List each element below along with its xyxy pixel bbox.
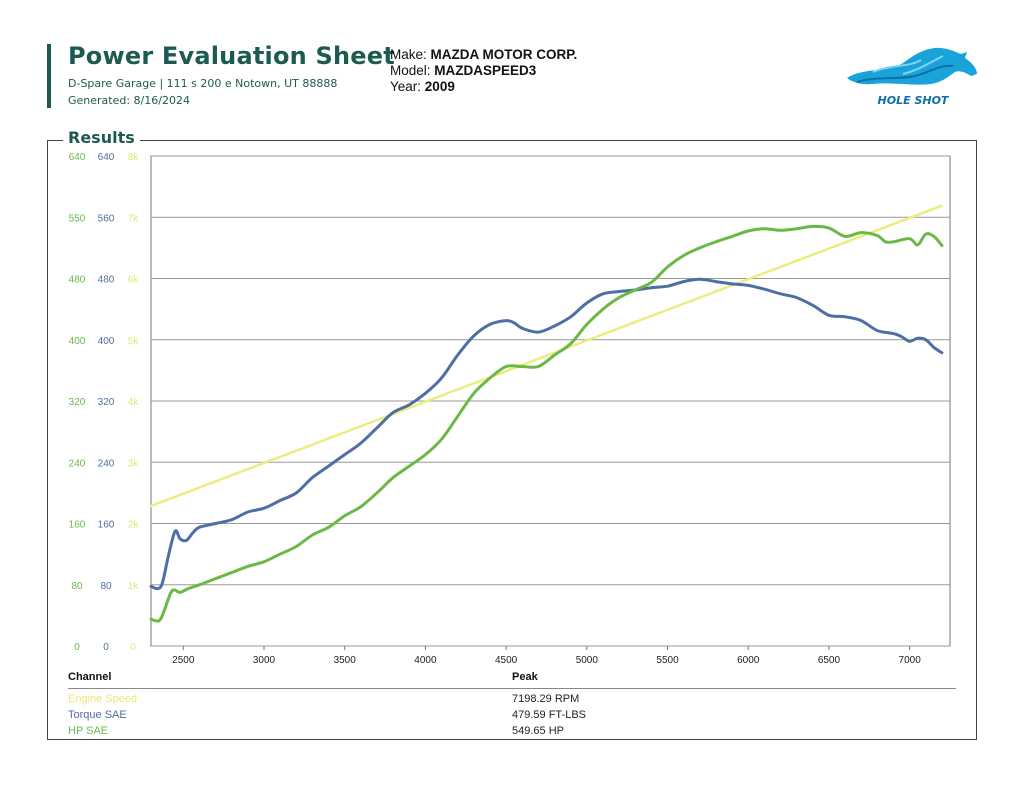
- x-tick-label: 4500: [495, 655, 518, 666]
- row-torque-peak: 479.59 FT-LBS: [512, 709, 586, 721]
- hp-series-line: [149, 224, 944, 623]
- rpm-tick-label: 3k: [128, 458, 140, 469]
- header-accent-bar: [47, 44, 51, 108]
- torque-tick-label: 640: [98, 152, 115, 163]
- x-tick-label: 4000: [414, 655, 437, 666]
- rpm-tick-label: 8k: [128, 152, 140, 163]
- model-row: Model: MAZDASPEED3: [390, 63, 577, 79]
- hp-tick-label: 240: [69, 458, 86, 469]
- model-value: MAZDASPEED3: [434, 63, 537, 78]
- torque-tick-label: 0: [103, 642, 109, 653]
- hp-tick-label: 400: [69, 336, 86, 347]
- logo-text: HOLE SHOT: [878, 94, 950, 107]
- rpm-tick-label: 7k: [128, 213, 140, 224]
- torque-tick-label: 160: [98, 520, 115, 531]
- chart-grid: [150, 155, 951, 650]
- hp-tick-label: 160: [69, 520, 86, 531]
- y-axis-labels: 0 0 0 80 80 1k 160 160 2k 240 240 3k 320 320 4k 400 400 5…: [69, 152, 140, 653]
- hp-tick-label: 80: [71, 581, 83, 592]
- rpm-tick-label: 2k: [128, 520, 140, 531]
- hp-tick-label: 0: [74, 642, 80, 653]
- hole-shot-logo: HOLE SHOT: [847, 47, 977, 107]
- torque-tick-label: 480: [98, 275, 115, 286]
- rpm-tick-label: 6k: [128, 275, 140, 286]
- row-torque-channel: Torque SAE: [68, 709, 127, 721]
- make-value: MAZDA MOTOR CORP.: [430, 47, 578, 62]
- rpm-tick-label: 5k: [128, 336, 140, 347]
- x-tick-label: 6500: [818, 655, 841, 666]
- row-hp-peak: 549.65 HP: [512, 725, 564, 737]
- torque-tick-label: 320: [98, 397, 115, 408]
- x-tick-label: 2500: [172, 655, 195, 666]
- x-axis-labels: 2500 3000 3500 4000 4500 5000 5500 6000 6500 7000: [172, 655, 921, 666]
- torque-tick-label: 240: [98, 458, 115, 469]
- hp-tick-label: 640: [69, 152, 86, 163]
- x-tick-label: 3500: [334, 655, 357, 666]
- rpm-tick-label: 0: [130, 642, 136, 653]
- generated-date: Generated: 8/16/2024: [68, 94, 190, 107]
- rpm-tick-label: 1k: [128, 581, 140, 592]
- power-chart: 0 0 0 80 80 1k 160 160 2k 240 240 3k 320 320 4k 400 400 5…: [69, 152, 951, 666]
- year-value: 2009: [424, 79, 455, 94]
- hp-tick-label: 550: [69, 213, 86, 224]
- results-label: Results: [63, 128, 140, 147]
- x-tick-label: 7000: [899, 655, 922, 666]
- x-tick-label: 3000: [253, 655, 276, 666]
- hp-tick-label: 320: [69, 397, 86, 408]
- engine-speed-series-line: [149, 204, 943, 508]
- x-tick-label: 6000: [737, 655, 760, 666]
- x-tick-label: 5000: [576, 655, 599, 666]
- make-label: Make:: [390, 47, 427, 62]
- hp-tick-label: 480: [69, 275, 86, 286]
- x-tick-label: 5500: [656, 655, 679, 666]
- make-row: Make: MAZDA MOTOR CORP.: [390, 47, 577, 63]
- table-header-peak: Peak: [512, 671, 538, 683]
- garage-address: D-Spare Garage | 111 s 200 e Notown, UT …: [68, 77, 338, 90]
- torque-series-line: [149, 277, 944, 591]
- page-title: Power Evaluation Sheet: [68, 42, 395, 70]
- year-label: Year:: [390, 79, 422, 94]
- logo-horse-icon: [847, 47, 977, 85]
- table-divider: [68, 688, 956, 689]
- table-header-channel: Channel: [68, 671, 112, 683]
- year-row: Year: 2009: [390, 79, 577, 95]
- torque-tick-label: 80: [100, 581, 112, 592]
- row-hp-channel: HP SAE: [68, 725, 109, 737]
- row-engine-speed-channel: Engine Speed: [68, 693, 138, 705]
- row-engine-speed-peak: 7198.29 RPM: [512, 693, 580, 705]
- chart-series: [149, 204, 944, 623]
- model-label: Model:: [390, 63, 431, 78]
- torque-tick-label: 400: [98, 336, 115, 347]
- vehicle-info: Make: MAZDA MOTOR CORP. Model: MAZDASPEE…: [390, 47, 577, 95]
- results-panel: [47, 140, 977, 740]
- torque-tick-label: 560: [98, 213, 115, 224]
- rpm-tick-label: 4k: [128, 397, 140, 408]
